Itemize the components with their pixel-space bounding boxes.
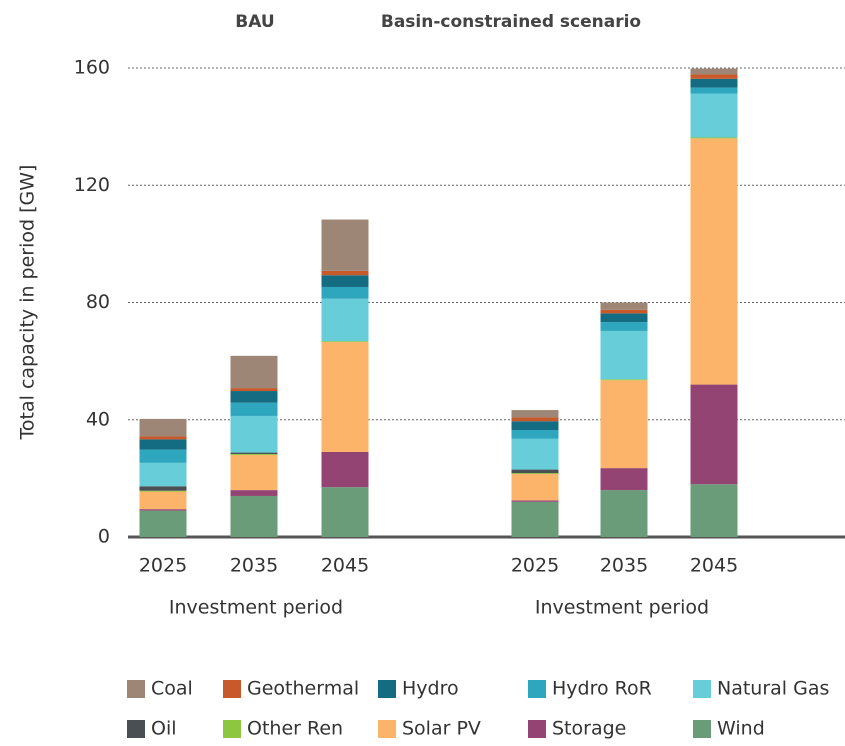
bar-segment — [511, 417, 559, 422]
bar-segment — [230, 415, 278, 453]
legend-swatch — [223, 680, 241, 698]
bar-segment — [139, 439, 187, 450]
y-axis-label: Total capacity in period [GW] — [17, 165, 39, 441]
x-tick-label: 2035 — [600, 555, 648, 577]
bar-segment — [511, 421, 559, 431]
bar-segment — [511, 469, 559, 474]
bar-segment — [600, 309, 648, 314]
bar-segment — [139, 436, 187, 440]
legend-label: Hydro — [402, 678, 459, 700]
bar-segment — [690, 78, 738, 88]
bar-segment — [511, 438, 559, 470]
bar-segment — [230, 454, 278, 491]
x-axis-label: Investment period — [169, 597, 343, 619]
bar-segment — [600, 468, 648, 491]
legend-label: Wind — [717, 718, 765, 740]
bar-segment — [230, 402, 278, 416]
bar-segment — [139, 418, 187, 437]
bar-segment — [139, 490, 187, 492]
x-tick-label: 2025 — [511, 555, 559, 577]
bar-segment — [600, 330, 648, 380]
legend-swatch — [693, 720, 711, 738]
bar-segment — [600, 302, 648, 310]
bar-segment — [321, 270, 369, 276]
x-axis-label: Investment period — [535, 597, 709, 619]
legend-label: Solar PV — [402, 718, 481, 740]
bar-segment — [230, 495, 278, 537]
bar-segment — [511, 473, 559, 474]
panel-title: Basin-constrained scenario — [381, 12, 641, 32]
legend-label: Oil — [151, 718, 177, 740]
bar-segment — [511, 473, 559, 501]
bar-segment — [600, 313, 648, 323]
y-tick-label: 0 — [98, 526, 110, 548]
bar-segment — [600, 380, 648, 469]
bar-segment — [690, 384, 738, 485]
bar-segment — [230, 355, 278, 389]
y-tick-label: 80 — [86, 291, 110, 313]
legend-label: Other Ren — [247, 718, 343, 740]
bar-segment — [321, 487, 369, 537]
bar-segment — [690, 484, 738, 537]
y-tick-label: 160 — [74, 57, 110, 79]
x-tick-label: 2035 — [230, 555, 278, 577]
legend-label: Geothermal — [247, 678, 359, 700]
legend-swatch — [693, 680, 711, 698]
bar-segment — [139, 449, 187, 463]
bar-segment — [600, 490, 648, 537]
bar-segment — [511, 500, 559, 502]
legend-label: Natural Gas — [717, 678, 829, 700]
bar-segment — [321, 342, 369, 452]
bar-segment — [690, 93, 738, 138]
bar-segment — [139, 509, 187, 511]
x-tick-label: 2045 — [321, 555, 369, 577]
bar-segment — [690, 74, 738, 79]
legend-swatch — [528, 720, 546, 738]
legend-swatch — [127, 680, 145, 698]
bar-segment — [511, 430, 559, 439]
bar-segment — [230, 490, 278, 496]
bar-segment — [600, 379, 648, 381]
bar-segment — [690, 137, 738, 139]
legend-label: Storage — [552, 718, 626, 740]
legend-swatch — [378, 680, 396, 698]
bar-segment — [690, 68, 738, 75]
bar-segment — [321, 275, 369, 287]
bar-segment — [321, 286, 369, 299]
bar-segment — [139, 486, 187, 491]
bar-segment — [230, 452, 278, 455]
bar-segment — [690, 138, 738, 385]
bar-segment — [321, 219, 369, 271]
bar-segment — [139, 491, 187, 510]
legend-swatch — [127, 720, 145, 738]
bar-segment — [321, 341, 369, 343]
bar-segment — [690, 87, 738, 94]
legend-swatch — [223, 720, 241, 738]
bar-segment — [230, 454, 278, 455]
legend-label: Hydro RoR — [552, 678, 652, 700]
y-tick-label: 120 — [74, 174, 110, 196]
legend-swatch — [528, 680, 546, 698]
bar-segment — [321, 451, 369, 488]
y-tick-label: 40 — [86, 408, 110, 430]
legend-label: Coal — [151, 678, 193, 700]
bar-segment — [511, 501, 559, 537]
bar-segment — [230, 388, 278, 392]
x-tick-label: 2025 — [139, 555, 187, 577]
bar-segment — [139, 510, 187, 537]
bar-segment — [600, 322, 648, 331]
panel-title: BAU — [235, 12, 274, 32]
x-tick-label: 2045 — [690, 555, 738, 577]
bar-segment — [511, 410, 559, 418]
bar-segment — [321, 298, 369, 342]
bar-segment — [230, 391, 278, 403]
bar-segment — [139, 462, 187, 487]
legend-swatch — [378, 720, 396, 738]
